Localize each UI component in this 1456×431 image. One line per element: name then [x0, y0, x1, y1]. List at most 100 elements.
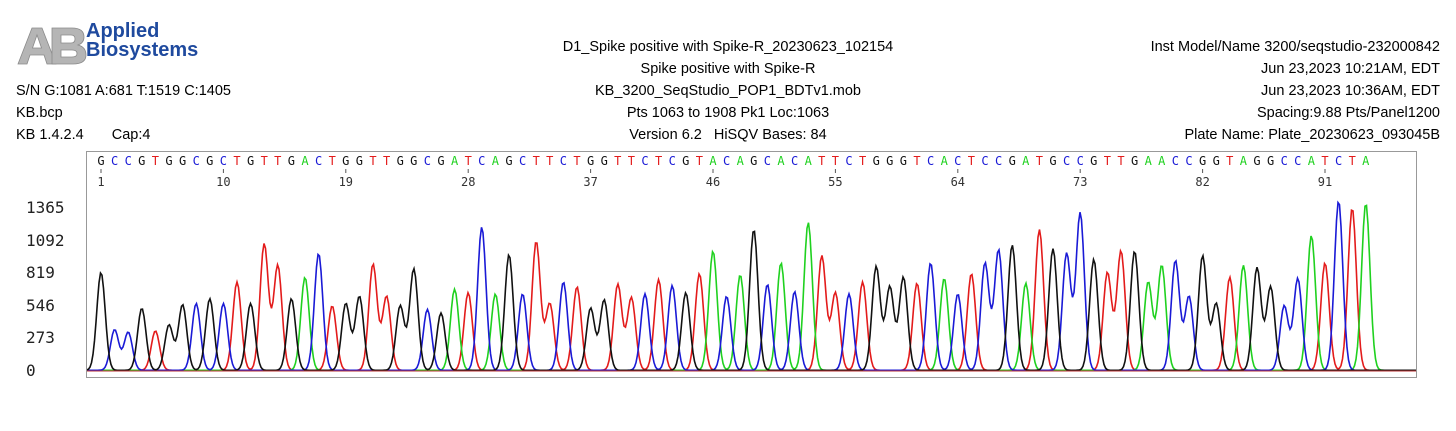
base-call-T: T	[546, 154, 553, 168]
base-call-G: G	[165, 154, 172, 168]
base-call-G: G	[342, 154, 349, 168]
base-call-A: A	[737, 154, 745, 168]
base-call-C: C	[791, 154, 798, 168]
version-row: Version 6.2 HiSQV Bases: 84	[0, 124, 1456, 146]
base-call-T: T	[696, 154, 703, 168]
base-call-G: G	[886, 154, 893, 168]
base-call-C: C	[111, 154, 118, 168]
base-call-G: G	[1199, 154, 1206, 168]
base-call-T: T	[274, 154, 281, 168]
base-call-A: A	[1145, 154, 1153, 168]
trace-T	[87, 208, 1416, 372]
base-call-G: G	[601, 154, 608, 168]
base-call-T: T	[533, 154, 540, 168]
mobility-file: KB_3200_SeqStudio_POP1_BDTv1.mob	[594, 83, 861, 99]
base-call-C: C	[315, 154, 322, 168]
base-index-label: 73	[1073, 175, 1087, 189]
base-call-T: T	[233, 154, 240, 168]
software-version: Version 6.2	[629, 127, 702, 143]
base-call-C: C	[1335, 154, 1342, 168]
base-call-G: G	[682, 154, 689, 168]
ab-logo-icon	[17, 27, 87, 65]
base-call-C: C	[560, 154, 567, 168]
base-call-T: T	[261, 154, 268, 168]
run-start-date: Jun 23,2023 10:21AM, EDT	[1261, 61, 1440, 77]
y-tick-label: 819	[26, 263, 55, 283]
base-call-G: G	[1131, 154, 1138, 168]
base-call-T: T	[614, 154, 621, 168]
base-call-T: T	[1104, 154, 1111, 168]
kb-version: KB 1.4.2.4	[16, 127, 84, 143]
base-call-C: C	[927, 154, 934, 168]
base-index-label: 82	[1195, 175, 1209, 189]
sample-name: Spike positive with Spike-R	[640, 61, 816, 77]
base-call-T: T	[465, 154, 472, 168]
y-tick-label: 1092	[26, 230, 65, 250]
base-index-label: 1	[97, 175, 104, 189]
base-call-C: C	[125, 154, 132, 168]
y-tick-label: 273	[26, 328, 55, 348]
base-call-C: C	[1063, 154, 1070, 168]
base-call-G: G	[410, 154, 417, 168]
capillary: Cap:4	[111, 127, 151, 143]
trace-C	[87, 200, 1416, 372]
base-call-C: C	[220, 154, 227, 168]
base-call-T: T	[818, 154, 825, 168]
sample-file-name: D1_Spike positive with Spike-R_20230623_…	[562, 39, 894, 55]
base-call-A: A	[805, 154, 813, 168]
instrument-name: Inst Model/Name 3200/seqstudio-232000842	[1150, 39, 1440, 55]
base-call-C: C	[1172, 154, 1179, 168]
trace-A	[87, 204, 1416, 372]
base-call-C: C	[1185, 154, 1192, 168]
spacing-info: Spacing:9.88 Pts/Panel1200	[1257, 105, 1440, 121]
base-call-G: G	[1090, 154, 1097, 168]
base-call-C: C	[995, 154, 1002, 168]
base-call-C: C	[641, 154, 648, 168]
base-call-T: T	[1349, 154, 1356, 168]
kb-version-row: KB 1.4.2.4 Cap:4	[16, 124, 231, 146]
base-call-T: T	[329, 154, 336, 168]
base-call-A: A	[451, 154, 459, 168]
base-call-G: G	[356, 154, 363, 168]
base-call-G: G	[1213, 154, 1220, 168]
base-call-G: G	[505, 154, 512, 168]
points-range: Pts 1063 to 1908 Pk1 Loc:1063	[626, 105, 830, 121]
base-call-G: G	[1009, 154, 1016, 168]
logo-line2: Biosystems	[86, 39, 199, 61]
base-call-A: A	[1308, 154, 1316, 168]
base-call-C: C	[764, 154, 771, 168]
base-call-G: G	[247, 154, 254, 168]
base-call-G: G	[900, 154, 907, 168]
base-index-label: 91	[1318, 175, 1332, 189]
base-index-label: 10	[216, 175, 230, 189]
base-call-G: G	[179, 154, 186, 168]
serial-counts: S/N G:1081 A:681 T:1519 C:1405	[16, 83, 231, 99]
base-call-G: G	[1049, 154, 1056, 168]
base-call-A: A	[709, 154, 717, 168]
base-index-label: 19	[339, 175, 353, 189]
header-right: Inst Model/Name 3200/seqstudio-232000842…	[1151, 36, 1440, 146]
logo-line1: Applied	[86, 20, 160, 42]
base-call-A: A	[1240, 154, 1248, 168]
base-call-G: G	[873, 154, 880, 168]
base-index-label: 46	[706, 175, 720, 189]
base-call-G: G	[1253, 154, 1260, 168]
base-call-G: G	[206, 154, 213, 168]
trace-G	[86, 230, 1416, 372]
base-call-T: T	[859, 154, 866, 168]
base-call-G: G	[750, 154, 757, 168]
base-index-label: 55	[828, 175, 842, 189]
base-call-G: G	[288, 154, 295, 168]
base-call-T: T	[1321, 154, 1328, 168]
basecaller-file: KB.bcp	[16, 105, 63, 121]
base-call-T: T	[832, 154, 839, 168]
base-call-C: C	[669, 154, 676, 168]
header-center: D1_Spike positive with Spike-R_20230623_…	[0, 36, 1456, 146]
base-call-G: G	[97, 154, 104, 168]
base-call-G: G	[587, 154, 594, 168]
base-call-G: G	[437, 154, 444, 168]
run-end-date: Jun 23,2023 10:36AM, EDT	[1261, 83, 1440, 99]
base-call-G: G	[138, 154, 145, 168]
